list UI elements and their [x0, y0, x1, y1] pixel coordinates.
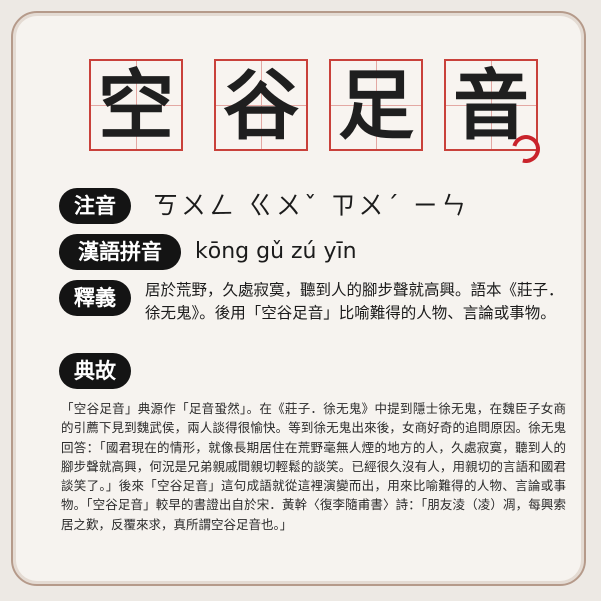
- origin-story: 「空谷足音」典源作「足音蛩然」。在《莊子．徐无鬼》中提到隱士徐无鬼，在魏臣子女商…: [61, 401, 566, 532]
- title-char-1: 空: [98, 61, 174, 150]
- meaning-label: 釋義: [59, 280, 131, 316]
- pinyin-value: kōng gǔ zú yīn: [195, 239, 357, 264]
- title-char-box-3: 足: [329, 59, 423, 151]
- title-char-box-2: 谷: [214, 59, 308, 151]
- title-char-box-4: 音: [444, 59, 538, 151]
- zhuyin-label: 注音: [59, 188, 131, 224]
- idiom-title: 空 谷 足 音: [89, 59, 569, 157]
- zhuyin-value: ㄎㄨㄥ ㄍㄨˇ ㄗㄨˊ ㄧㄣ: [153, 191, 469, 220]
- origin-label: 典故: [59, 353, 131, 389]
- title-char-4: 音: [453, 61, 529, 150]
- meaning-value: 居於荒野，久處寂寞，聽到人的腳步聲就高興。語本《莊子．徐无鬼》。後用「空谷足音」…: [145, 281, 564, 322]
- idiom-card: 空 谷 足 音 注音 ㄎㄨㄥ ㄍㄨˇ ㄗㄨˊ ㄧㄣ 漢語拼音 kōng gǔ z…: [11, 11, 586, 586]
- title-char-box-1: 空: [89, 59, 183, 151]
- pinyin-label: 漢語拼音: [59, 234, 181, 270]
- title-char-2: 谷: [223, 61, 299, 150]
- title-char-3: 足: [338, 61, 414, 150]
